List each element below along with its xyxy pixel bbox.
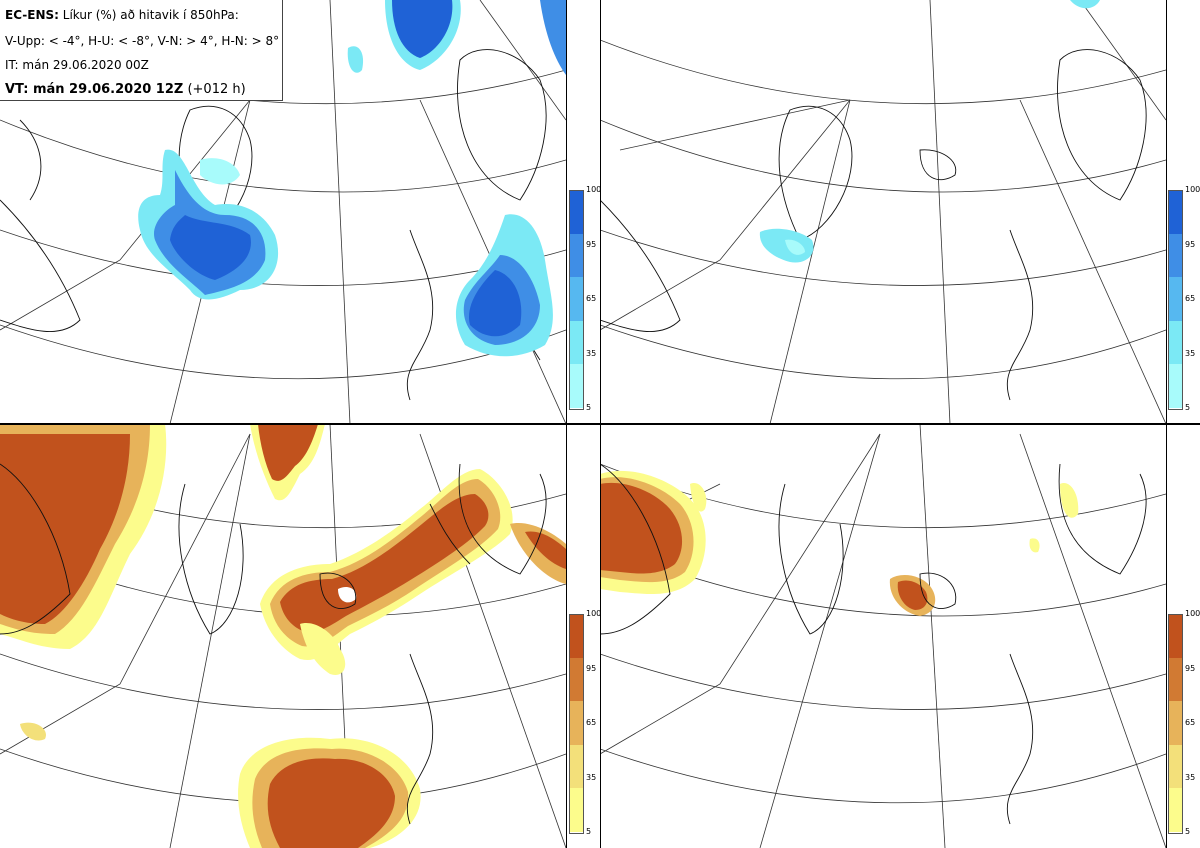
probability-shading-4 — [600, 470, 1079, 616]
colorbar-segment — [1168, 320, 1182, 365]
panel-divider-vertical-3 — [1166, 0, 1167, 848]
colorbar-segment — [569, 277, 583, 321]
colorbar-blue-left: 100 95 65 35 5 — [569, 185, 601, 412]
map-canvas-4 — [600, 424, 1166, 848]
colorbar-blue-right: 100 95 65 35 5 — [1168, 185, 1200, 412]
colorbar-tick-label: 95 — [586, 663, 597, 673]
colorbar-segment — [1168, 364, 1182, 408]
colorbar-tick-label: 35 — [1185, 348, 1196, 358]
panel-divider-vertical — [566, 0, 567, 848]
colorbar-segment — [569, 701, 583, 745]
panel-divider-vertical-2 — [600, 0, 601, 848]
colorbar-tick-label: 95 — [1185, 239, 1196, 249]
colorbar-tick-label: 65 — [586, 718, 597, 727]
thresholds-label: V-Upp: < -4°, H-U: < -8°, V-N: > 4°, H-N… — [5, 34, 280, 48]
colorbar-segment — [569, 657, 583, 702]
colorbar-tick-label: 65 — [1185, 294, 1196, 303]
probability-shading-2 — [759, 0, 1100, 263]
colorbar-segment — [1168, 701, 1182, 745]
valid-time-label: VT: mán 29.06.2020 12Z — [5, 82, 184, 97]
map-canvas-3 — [0, 424, 566, 848]
colorbar-segment — [569, 364, 583, 408]
colorbar-tick-label: 100 — [1185, 609, 1200, 618]
colorbar-tick-label: 100 — [586, 185, 602, 194]
map-panel-cold-8 — [600, 0, 1166, 424]
colorbar-orange-right: 100 95 65 35 5 — [1168, 609, 1200, 836]
colorbar-tick-label: 95 — [1185, 663, 1196, 673]
colorbar-segment — [1168, 190, 1182, 234]
colorbar-tick-label: 65 — [1185, 718, 1196, 727]
colorbar-tick-label: 100 — [1185, 185, 1200, 194]
colorbar-tick-label: 65 — [586, 294, 597, 303]
colorbar-tick-label: 95 — [586, 239, 597, 249]
colorbar-segment — [1168, 614, 1182, 658]
colorbar-tick-label: 5 — [586, 827, 592, 836]
colorbar-tick-label: 35 — [586, 348, 597, 358]
colorbar-tick-label: 35 — [1185, 772, 1196, 782]
colorbar-segment — [569, 614, 583, 658]
colorbar-segment — [1168, 744, 1182, 789]
colorbar-tick-label: 5 — [1185, 827, 1191, 836]
colorbar-tick-label: 5 — [1185, 403, 1191, 412]
lead-time-label: (+012 h) — [183, 82, 246, 97]
colorbar-segment — [569, 744, 583, 789]
colorbar-tick-label: 100 — [586, 609, 602, 618]
colorbar-tick-label: 5 — [586, 403, 592, 412]
colorbar-segment — [569, 320, 583, 365]
colorbar-segment — [1168, 657, 1182, 702]
colorbar-segment — [1168, 233, 1182, 278]
map-panel-warm-8 — [600, 424, 1166, 848]
colorbar-segment — [569, 190, 583, 234]
colorbar-segment — [569, 233, 583, 278]
map-panel-warm-4 — [0, 424, 566, 848]
description-label: Líkur (%) að hitavik í 850hPa: — [58, 8, 239, 22]
colorbar-frame — [1168, 190, 1183, 410]
colorbar-frame — [569, 614, 584, 834]
map-canvas-2 — [600, 0, 1166, 424]
map-panel-cold-4 — [0, 0, 566, 424]
info-box: EC-ENS: Líkur (%) að hitavik í 850hPa: V… — [0, 0, 283, 101]
probability-shading — [138, 0, 566, 357]
probability-shading-3 — [0, 424, 566, 848]
colorbar-tick-label: 35 — [586, 772, 597, 782]
init-time-label: IT: mán 29.06.2020 00Z — [5, 58, 149, 72]
colorbar-frame — [569, 190, 584, 410]
colorbar-orange-left: 100 95 65 35 5 — [569, 609, 601, 836]
colorbar-segment — [1168, 788, 1182, 832]
colorbar-frame — [1168, 614, 1183, 834]
colorbar-segment — [1168, 277, 1182, 321]
colorbar-segment — [569, 788, 583, 832]
product-label: EC-ENS: — [5, 8, 59, 22]
